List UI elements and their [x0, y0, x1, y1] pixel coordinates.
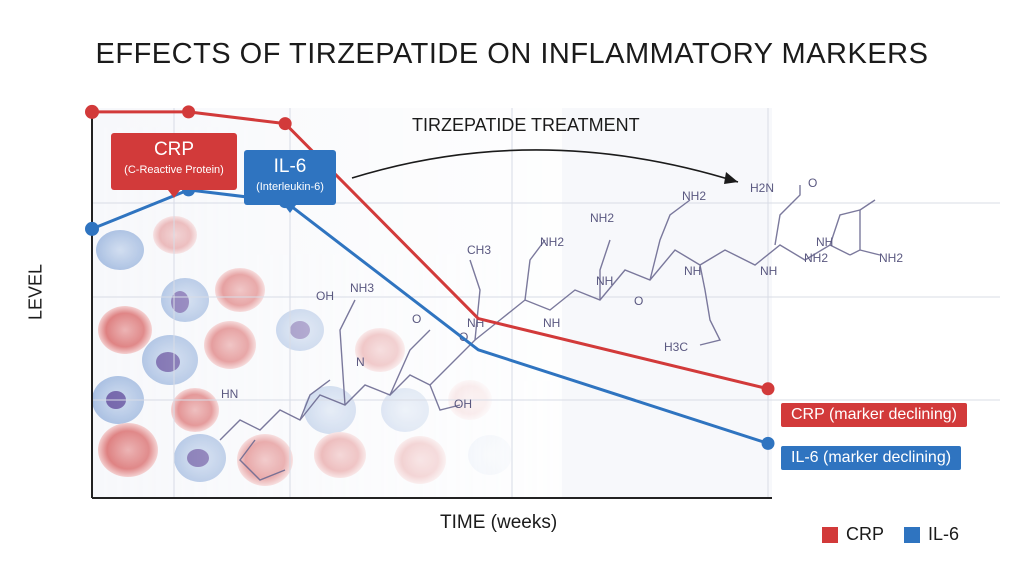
molecule-label: NH2 [540, 235, 564, 249]
molecule-label: NH2 [879, 251, 903, 265]
molecule-label: NH [684, 264, 701, 278]
legend-swatch-crp [822, 526, 838, 543]
il6-callout-subtitle: (Interleukin-6) [256, 181, 324, 193]
molecule-label: NH3 [350, 281, 374, 295]
molecule-label: OH [316, 289, 334, 303]
treatment-label: TIRZEPATIDE TREATMENT [412, 115, 640, 135]
legend-item-crp: CRP [822, 524, 884, 545]
molecule-label: NH [760, 264, 777, 278]
molecule-label: O [808, 176, 817, 190]
molecule-label: H2N [750, 181, 774, 195]
molecule-label: N [356, 355, 365, 369]
data-point-il6 [85, 221, 99, 236]
y-axis-label: LEVEL [25, 263, 46, 321]
molecule-label: CH3 [467, 243, 491, 257]
crp-end-label: CRP (marker declining) [781, 403, 967, 427]
molecule-label: HN [221, 387, 238, 401]
legend-swatch-il6 [904, 526, 921, 543]
il6-callout-pointer [284, 205, 296, 213]
molecule-label: NH [816, 235, 833, 249]
molecule-label: O [412, 312, 421, 326]
il6-callout: IL-6 (Interleukin-6) [244, 150, 336, 205]
molecule-label: OH [454, 397, 472, 411]
chart-title: EFFECTS OF TIRZEPATIDE ON INFLAMMATORY M… [95, 38, 929, 70]
treatment-arrow [351, 149, 739, 183]
data-point-crp [278, 117, 292, 131]
il6-end-label: IL-6 (marker declining) [781, 446, 962, 470]
x-axis-label: TIME (weeks) [440, 512, 558, 533]
tirzepatide-molecule-illustration [219, 185, 881, 481]
treatment-arrowhead [724, 172, 738, 184]
data-point-il6 [761, 436, 775, 450]
data-point-crp [761, 382, 775, 396]
molecule-label: NH2 [804, 251, 828, 265]
crp-callout-title: CRP [153, 139, 195, 160]
crp-callout-pointer [168, 190, 180, 198]
grid-lines [92, 108, 1000, 498]
legend-label-crp: CRP [846, 524, 885, 544]
molecule-label: O [634, 294, 643, 308]
legend: CRP IL-6 [822, 524, 979, 545]
legend-item-il6: IL-6 [904, 524, 959, 545]
legend-label-il6: IL-6 [928, 524, 960, 544]
crp-callout-subtitle: (C-Reactive Protein) [124, 164, 224, 176]
molecule-label: NH [596, 274, 613, 288]
molecule-label: NH2 [682, 189, 706, 203]
molecule-label: NH [543, 316, 560, 330]
data-point-crp [182, 105, 196, 119]
crp-callout: CRP (C-Reactive Protein) [111, 133, 237, 190]
data-point-crp [85, 104, 99, 119]
il6-callout-title: IL-6 [273, 156, 307, 177]
molecule-label: NH2 [590, 211, 614, 225]
molecule-label: H3C [664, 340, 688, 354]
